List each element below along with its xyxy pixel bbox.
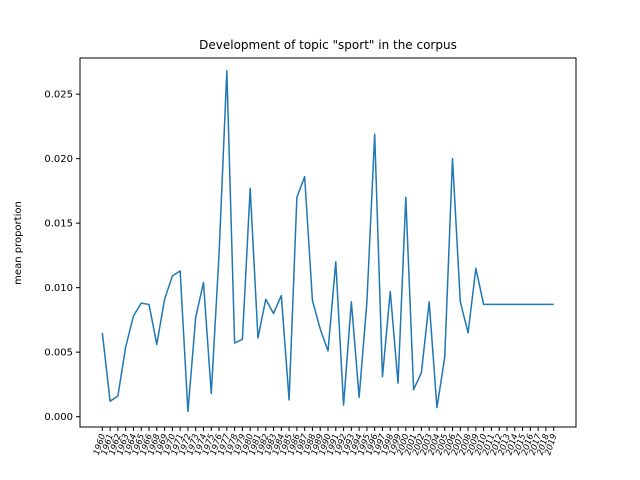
x-axis-ticks: 1960196119621963196419651966196819691970… — [92, 427, 560, 457]
y-tick-label: 0.010 — [44, 283, 73, 294]
series-line — [101, 70, 554, 413]
y-tick-label: 0.025 — [44, 90, 73, 101]
y-tick-label: 0.020 — [44, 154, 73, 165]
chart-title: Development of topic "sport" in the corp… — [199, 38, 457, 52]
y-tick-label: 0.000 — [44, 412, 73, 423]
y-axis-label: mean proportion — [13, 201, 24, 285]
y-tick-label: 0.005 — [44, 348, 73, 359]
y-tick-label: 0.015 — [44, 219, 73, 230]
y-axis-ticks: 0.000 0.005 0.010 0.015 0.020 0.025 — [44, 90, 80, 423]
plot-frame — [79, 57, 577, 428]
